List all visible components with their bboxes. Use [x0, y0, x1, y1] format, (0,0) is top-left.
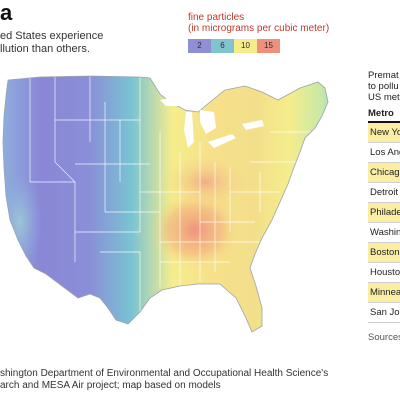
legend-swatches: 2 6 10 15 — [188, 39, 329, 53]
intro-text: ed States experience llution than others… — [0, 30, 175, 56]
great-lakes — [160, 96, 264, 148]
metro-sidebar: Premat to pollu US met Metro New Yo Los … — [368, 70, 400, 343]
legend-swatch-2: 2 — [188, 39, 211, 53]
metro-item-houston: Housto — [368, 263, 400, 283]
metro-item-new-york: New Yo — [368, 123, 400, 143]
legend-swatch-10: 10 — [234, 39, 257, 53]
metro-item-los-angeles: Los Ang — [368, 143, 400, 163]
sidebar-source: Sources — [368, 332, 400, 343]
metro-item-detroit: Detroit — [368, 183, 400, 203]
map-fill — [3, 76, 328, 332]
us-outline — [2, 75, 329, 333]
legend-unit: (in micrograms per cubic meter) — [188, 23, 330, 34]
legend-swatch-15: 15 — [257, 39, 280, 53]
lake-huron — [200, 110, 216, 134]
source-line-2: arch and MESA Air project; map based on … — [0, 380, 221, 391]
state-borders — [29, 76, 320, 312]
lake-erie — [208, 134, 236, 148]
metro-item-minneapolis: Minnea — [368, 283, 400, 303]
metro-item-washington: Washin — [368, 223, 400, 243]
sidebar-intro-3: US met — [368, 92, 400, 103]
metro-item-philadelphia: Philade — [368, 203, 400, 223]
metro-item-san-jose: San Jos — [368, 303, 400, 323]
sidebar-intro-2: to pollu — [368, 81, 399, 92]
legend-title: fine particles — [188, 12, 245, 23]
lake-ontario — [242, 120, 264, 130]
map-legend: fine particles (in micrograms per cubic … — [188, 12, 329, 53]
source-note: shington Department of Environmental and… — [0, 368, 330, 392]
metro-item-boston: Boston — [368, 243, 400, 263]
metro-item-chicago: Chicago — [368, 163, 400, 183]
lake-michigan — [184, 112, 194, 148]
intro-line-1: ed States experience — [0, 30, 104, 42]
sidebar-intro-1: Premat — [368, 70, 399, 81]
source-line-1: shington Department of Environmental and… — [0, 368, 329, 379]
intro-line-2: llution than others. — [0, 43, 90, 55]
metro-list: New Yo Los Ang Chicago Detroit Philade W… — [368, 123, 400, 323]
lake-superior — [160, 96, 196, 106]
us-pollution-map — [2, 75, 329, 333]
page-title: a — [0, 0, 13, 25]
legend-swatch-6: 6 — [211, 39, 234, 53]
sidebar-header: Metro — [368, 108, 400, 123]
